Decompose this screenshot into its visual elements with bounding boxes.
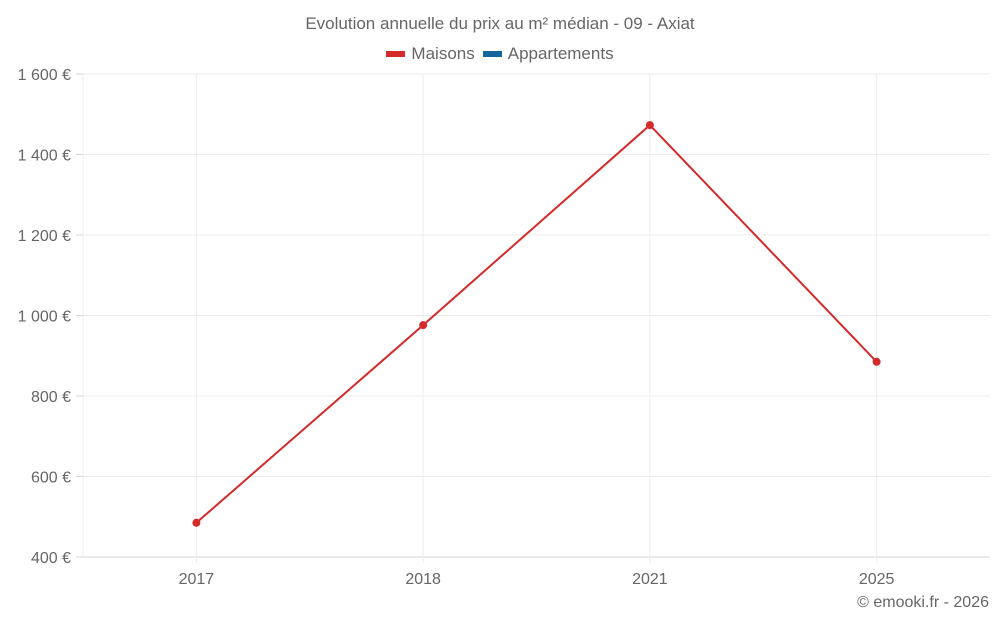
- y-tick-label: 1 200 €: [18, 228, 71, 245]
- y-tick-label: 800 €: [31, 389, 71, 406]
- x-tick-label: 2021: [632, 571, 668, 588]
- data-point[interactable]: [419, 321, 428, 330]
- legend-item-maisons[interactable]: Maisons: [386, 44, 475, 64]
- legend-item-appartements[interactable]: Appartements: [482, 44, 614, 64]
- credit-text: © emooki.fr - 2026: [857, 594, 989, 611]
- series-line: [195, 123, 878, 524]
- data-point[interactable]: [192, 518, 201, 527]
- y-tick-label: 1 000 €: [18, 309, 71, 326]
- legend-label-maisons: Maisons: [411, 44, 475, 63]
- legend-label-appartements: Appartements: [507, 44, 614, 63]
- series-maisons: [192, 121, 881, 527]
- y-tick-label: 1 400 €: [18, 148, 71, 165]
- x-tick-label: 2018: [405, 571, 441, 588]
- chart-title: Evolution annuelle du prix au m² médian …: [305, 14, 695, 33]
- legend-swatch-maisons: [386, 51, 406, 57]
- y-axis: 400 € 600 € 800 € 1 000 € 1 200 € 1 400 € 1 60…: [18, 67, 71, 567]
- legend: Maisons Appartements: [0, 44, 1000, 64]
- y-tick-label: 600 €: [31, 470, 71, 487]
- x-axis: 2017 2018 2021 2025: [179, 571, 895, 588]
- y-tick-label: 1 600 €: [18, 67, 71, 84]
- y-tick-label: 400 €: [31, 550, 71, 567]
- data-point[interactable]: [872, 357, 881, 366]
- x-tick-label: 2017: [179, 571, 215, 588]
- x-tick-label: 2025: [859, 571, 895, 588]
- legend-swatch-appartements: [482, 51, 502, 57]
- data-point[interactable]: [645, 121, 654, 130]
- grid: [76, 73, 990, 563]
